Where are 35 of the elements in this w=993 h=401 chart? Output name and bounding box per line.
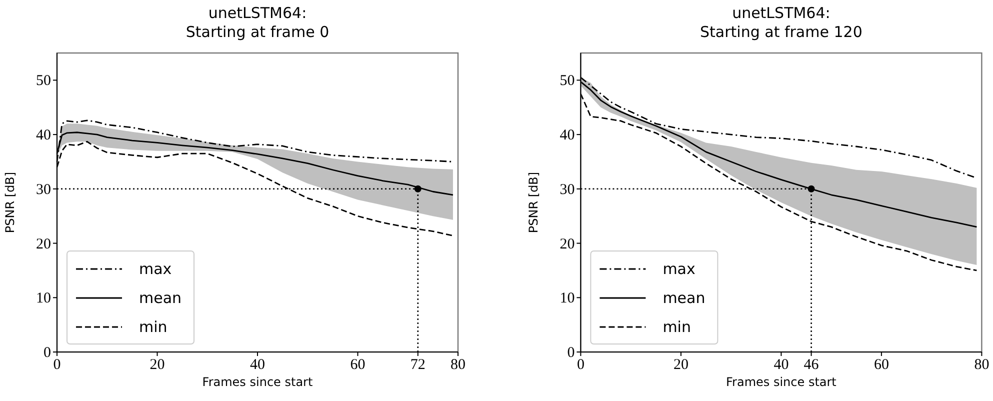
x-tick-label: 72: [410, 357, 426, 373]
y-tick-label: 30: [36, 182, 51, 198]
x-tick-label: 80: [450, 357, 466, 373]
x-tick-label: 46: [804, 357, 820, 373]
x-tick-label: 20: [673, 357, 688, 373]
y-tick-label: 40: [36, 128, 51, 144]
x-tick-label: 20: [150, 357, 165, 373]
y-tick-label: 10: [560, 290, 575, 307]
y-tick-label: 20: [560, 236, 575, 252]
x-tick-label: 40: [250, 357, 265, 373]
y-tick-label: 40: [560, 128, 575, 144]
y-tick-label: 50: [36, 73, 51, 90]
y-tick-label: 20: [36, 236, 51, 252]
y-tick-label: 0: [44, 345, 51, 361]
y-axis-title: PSNR [dB]: [526, 172, 541, 234]
legend-label: mean: [139, 289, 182, 307]
x-tick-label: 60: [874, 357, 889, 373]
chart-title: unetLSTM64: Starting at frame 120: [700, 4, 862, 41]
legend-label: max: [662, 260, 696, 278]
legend-label: max: [139, 260, 172, 278]
x-tick-label: 0: [53, 357, 61, 373]
x-tick-label: 60: [350, 357, 366, 373]
y-axis-title: PSNR [dB]: [3, 172, 17, 234]
x-axis-title: Frames since start: [202, 375, 313, 389]
y-tick-label: 0: [567, 345, 575, 361]
x-tick-label: 40: [774, 357, 789, 373]
x-tick-label: 80: [974, 357, 990, 373]
y-tick-label: 50: [560, 73, 575, 90]
y-tick-label: 10: [36, 290, 51, 307]
x-axis-title: Frames since start: [726, 375, 837, 389]
y-tick-label: 30: [560, 182, 575, 198]
legend-label: mean: [662, 289, 706, 307]
chart-title: unetLSTM64: Starting at frame 0: [186, 4, 330, 41]
legend-label: min: [662, 318, 691, 336]
legend-label: min: [139, 318, 168, 336]
